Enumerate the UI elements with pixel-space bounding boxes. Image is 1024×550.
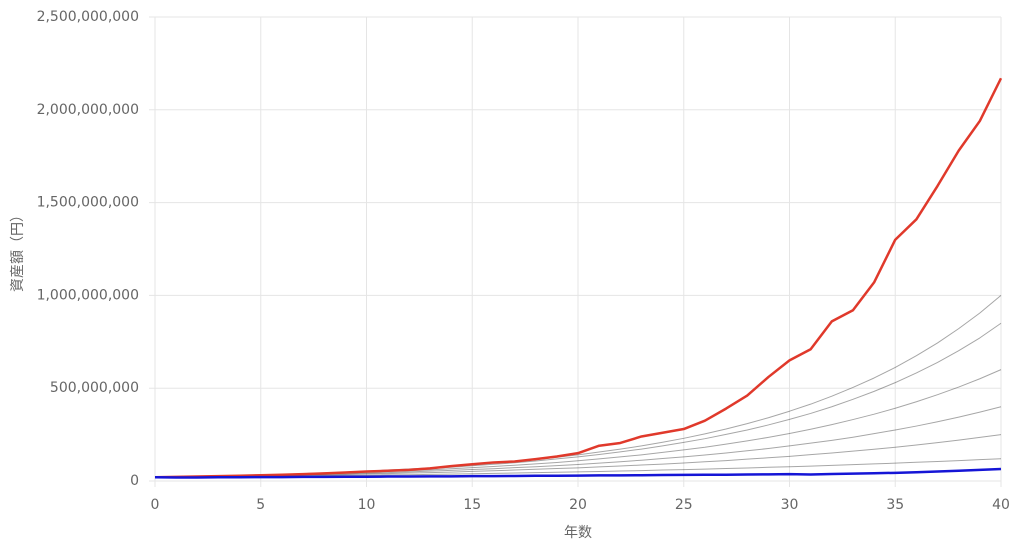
y-tick-label: 0 [130, 473, 139, 489]
highlight-line [154, 467, 1002, 479]
x-tick-label: 35 [886, 497, 904, 513]
x-tick-label: 40 [992, 497, 1010, 513]
x-tick-label: 10 [358, 497, 376, 513]
x-tick-label: 30 [781, 497, 799, 513]
highlight-line [154, 77, 1003, 479]
y-tick-label: 1,000,000,000 [37, 287, 139, 303]
x-tick-label: 20 [569, 497, 587, 513]
y-tick-label: 2,000,000,000 [37, 102, 139, 118]
x-tick-label: 0 [151, 497, 160, 513]
y-axis-title: 資産額（円） [10, 208, 26, 292]
x-tick-label: 5 [256, 497, 265, 513]
x-tick-label: 25 [675, 497, 693, 513]
y-tick-label: 500,000,000 [50, 380, 139, 396]
x-tick-label: 15 [463, 497, 481, 513]
y-tick-label: 1,500,000,000 [37, 195, 139, 211]
y-tick-label: 2,500,000,000 [37, 9, 139, 25]
x-axis-title: 年数 [564, 525, 592, 541]
